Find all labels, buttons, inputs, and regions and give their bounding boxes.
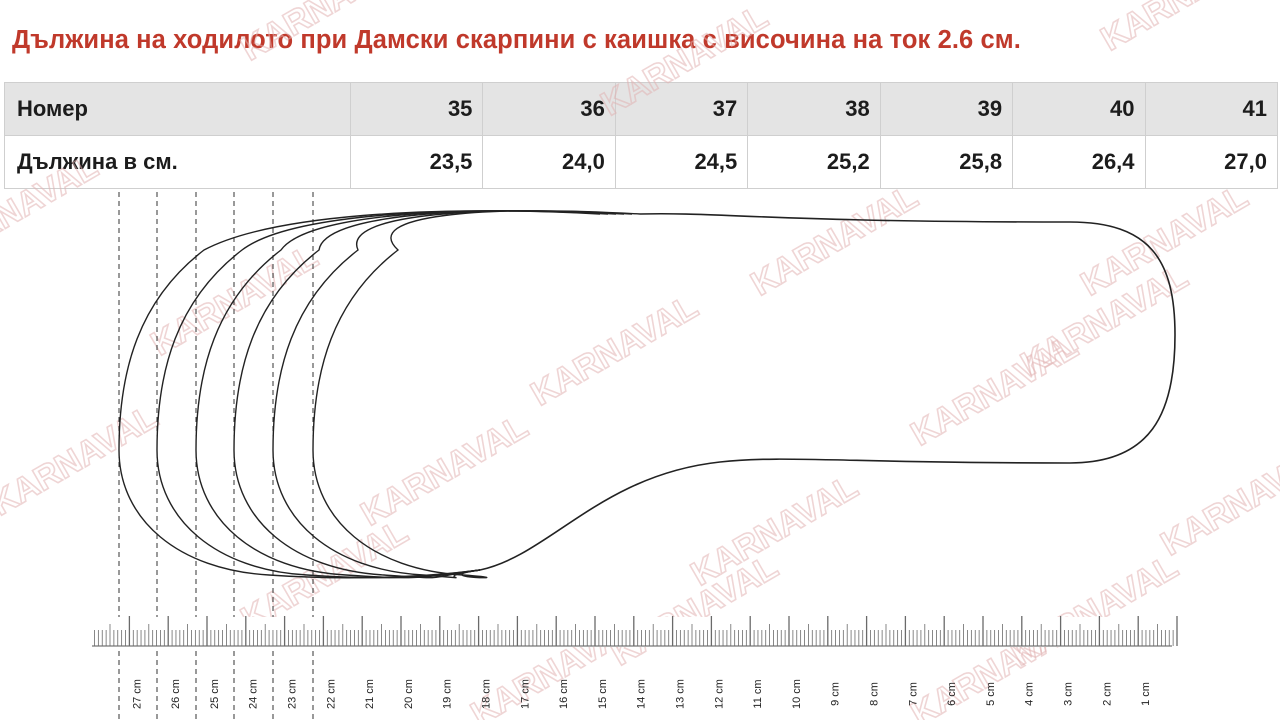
ruler-label: 27 cm xyxy=(131,679,143,709)
watermark-text: KARNAVAL xyxy=(745,178,925,304)
size-cell: 36 xyxy=(482,82,616,136)
length-cell: 25,8 xyxy=(879,135,1014,189)
ruler-label: 10 cm xyxy=(791,679,803,709)
insole-outline-toe xyxy=(156,210,609,579)
ruler-label: 21 cm xyxy=(364,679,376,709)
page-title: Дължина на ходилото при Дамски скарпини … xyxy=(12,26,1021,54)
ruler-label: 26 cm xyxy=(170,679,182,709)
watermark-text: KARNAVAL xyxy=(1075,178,1255,304)
watermark-text: KARNAVAL xyxy=(355,408,535,534)
ruler-label: 6 cm xyxy=(946,682,958,706)
size-row: Номер 35 36 37 38 39 40 41 xyxy=(4,82,1279,136)
ruler-label: 25 cm xyxy=(209,679,221,709)
watermark-text: KARNAVAL xyxy=(235,513,415,639)
ruler-label: 4 cm xyxy=(1024,682,1036,706)
length-row-label: Дължина в см. xyxy=(4,135,351,189)
watermark-text: KARNAVAL xyxy=(525,288,705,414)
ruler-label: 12 cm xyxy=(713,679,725,709)
watermark-text: KARNAVAL xyxy=(145,238,325,364)
ruler-label: 15 cm xyxy=(597,679,609,709)
ruler-label: 20 cm xyxy=(403,679,415,709)
ruler: 27 cm 26 cm 25 cm 24 cm 23 cm 22 cm 21 cm 20 cm… xyxy=(92,616,1178,709)
ruler-body xyxy=(92,617,1172,647)
length-cell: 25,2 xyxy=(747,135,881,189)
ruler-label: 16 cm xyxy=(558,679,570,709)
ruler-label: 13 cm xyxy=(675,679,687,709)
ruler-label: 14 cm xyxy=(636,679,648,709)
size-cell: 41 xyxy=(1144,82,1279,136)
length-cell: 23,5 xyxy=(349,135,484,189)
watermark-text: KARNAVAL xyxy=(905,608,1085,720)
size-cell: 38 xyxy=(747,82,881,136)
ruler-label: 11 cm xyxy=(752,679,764,708)
guide-lines xyxy=(118,192,314,720)
size-cell: 37 xyxy=(614,82,749,136)
size-row-label: Номер xyxy=(4,82,351,136)
ruler-label: 23 cm xyxy=(287,679,299,709)
watermark-text: KARNAVAL xyxy=(1005,548,1185,674)
insole-outline-heel xyxy=(479,212,1176,571)
ruler-label: 2 cm xyxy=(1101,682,1113,706)
length-cell: 26,4 xyxy=(1012,135,1146,189)
insole-outlines xyxy=(118,210,1176,579)
length-cell: 24,0 xyxy=(482,135,616,189)
ruler-label: 22 cm xyxy=(325,679,337,709)
watermark-text: KARNAVAL xyxy=(465,608,645,720)
ruler-label: 7 cm xyxy=(907,682,919,706)
size-cell: 40 xyxy=(1012,82,1146,136)
insole-outline-toe xyxy=(272,210,633,579)
ruler-label: 3 cm xyxy=(1063,682,1075,706)
length-row: Дължина в см. 23,5 24,0 24,5 25,2 25,8 2… xyxy=(4,135,1279,189)
ruler-label: 17 cm xyxy=(519,679,531,709)
insole-outline-toe xyxy=(312,210,641,579)
watermark-text: KARNAVAL xyxy=(1015,258,1195,384)
insole-outline-toe xyxy=(195,210,617,579)
watermark-text: KARNAVAL xyxy=(685,468,865,594)
size-cell: 35 xyxy=(349,82,484,136)
insole-outline-toe xyxy=(233,210,625,579)
ruler-label: 5 cm xyxy=(985,682,997,706)
ruler-label: 9 cm xyxy=(830,682,842,706)
ruler-label: 1 cm xyxy=(1140,682,1152,706)
size-cell: 39 xyxy=(879,82,1014,136)
insole-outline-toe xyxy=(118,210,601,579)
ruler-label: 24 cm xyxy=(248,679,260,709)
length-cell: 27,0 xyxy=(1144,135,1279,189)
ruler-label: 19 cm xyxy=(442,679,454,709)
length-cell: 24,5 xyxy=(614,135,749,189)
ruler-label: 8 cm xyxy=(869,682,881,706)
size-table: Номер 35 36 37 38 39 40 41 Дължина в см.… xyxy=(4,82,1279,189)
watermark-text: KARNAVAL xyxy=(905,328,1085,454)
watermark-text: KARNAVAL xyxy=(1155,438,1280,564)
watermark-text: KARNAVAL xyxy=(605,548,785,674)
watermark-text: KARNAVAL xyxy=(0,398,164,524)
ruler-label: 18 cm xyxy=(481,679,493,709)
